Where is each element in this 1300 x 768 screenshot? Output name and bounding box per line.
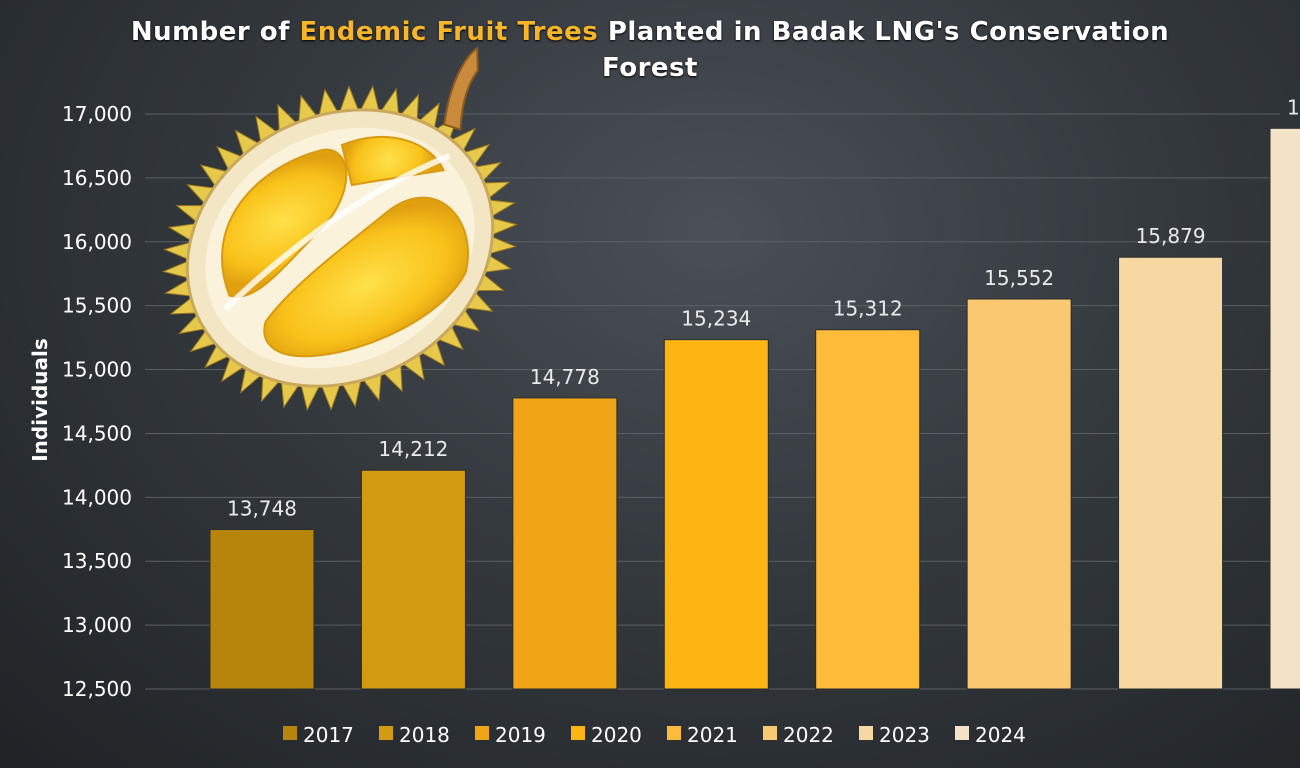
y-tick-label: 14,000 [62,485,132,509]
y-tick-label: 13,500 [62,549,132,573]
legend-swatch [763,726,777,740]
legend-item-2018: 2018 [379,723,450,747]
data-label-2017: 13,748 [227,497,297,521]
legend-item-2017: 2017 [283,723,354,747]
legend-label: 2017 [303,723,354,747]
bar-2024 [1269,127,1300,690]
y-tick-label: 16,500 [62,166,132,190]
legend-label: 2018 [399,723,450,747]
legend-item-2020: 2020 [571,723,642,747]
legend-swatch [475,726,489,740]
data-labels: 13,748 14,212 14,778 15,234 15,312 15,552 15,8… [227,95,1300,520]
title-suffix: Planted in Badak LNG's Conservation Fore… [602,17,1170,83]
legend-label: 2022 [783,723,834,747]
legend-label: 2020 [591,723,642,747]
legend-swatch [571,726,585,740]
legend-label: 2021 [687,723,738,747]
bar-2017 [209,529,315,690]
data-label-2023: 15,879 [1136,224,1206,248]
legend-swatch [379,726,393,740]
legend-item-2024: 2024 [955,723,1026,747]
legend-swatch [955,726,969,740]
bar-2021 [815,329,921,690]
legend-swatch [283,726,297,740]
y-tick-label: 15,500 [62,294,132,318]
bar-2022 [966,298,1072,690]
title-highlight: Endemic Fruit Trees [299,17,599,47]
data-label-2021: 15,312 [833,297,903,321]
bar-2018 [360,469,466,690]
data-label-2019: 14,778 [530,365,600,389]
data-label-2022: 15,552 [984,266,1054,290]
legend-swatch [859,726,873,740]
durian-fruit-icon [161,46,519,412]
legend-item-2019: 2019 [475,723,546,747]
legend-item-2022: 2022 [763,723,834,747]
chart-title: Number of Endemic Fruit Trees Planted in… [100,14,1200,86]
bars [209,127,1300,690]
data-label-2018: 14,212 [378,437,448,461]
bar-2023 [1118,256,1224,690]
legend-item-2023: 2023 [859,723,930,747]
data-label-2020: 15,234 [681,307,751,331]
legend-label: 2023 [879,723,930,747]
y-tick-label: 12,500 [62,677,132,701]
legend-label: 2019 [495,723,546,747]
y-tick-label: 15,000 [62,358,132,382]
data-label-2024: 16,888 [1287,95,1300,119]
title-prefix: Number of [130,17,290,47]
legend: 2017 2018 2019 2020 2021 2022 2023 2024 [283,723,1026,747]
legend-item-2021: 2021 [667,723,738,747]
legend-label: 2024 [975,723,1026,747]
legend-swatch [667,726,681,740]
bar-2019 [512,397,618,690]
y-axis-ticks: 12,500 13,000 13,500 14,000 14,500 15,000 15,5… [62,102,132,701]
y-tick-label: 14,500 [62,421,132,445]
y-tick-label: 17,000 [62,102,132,126]
y-tick-label: 16,000 [62,230,132,254]
y-tick-label: 13,000 [62,613,132,637]
bar-2020 [663,339,769,690]
